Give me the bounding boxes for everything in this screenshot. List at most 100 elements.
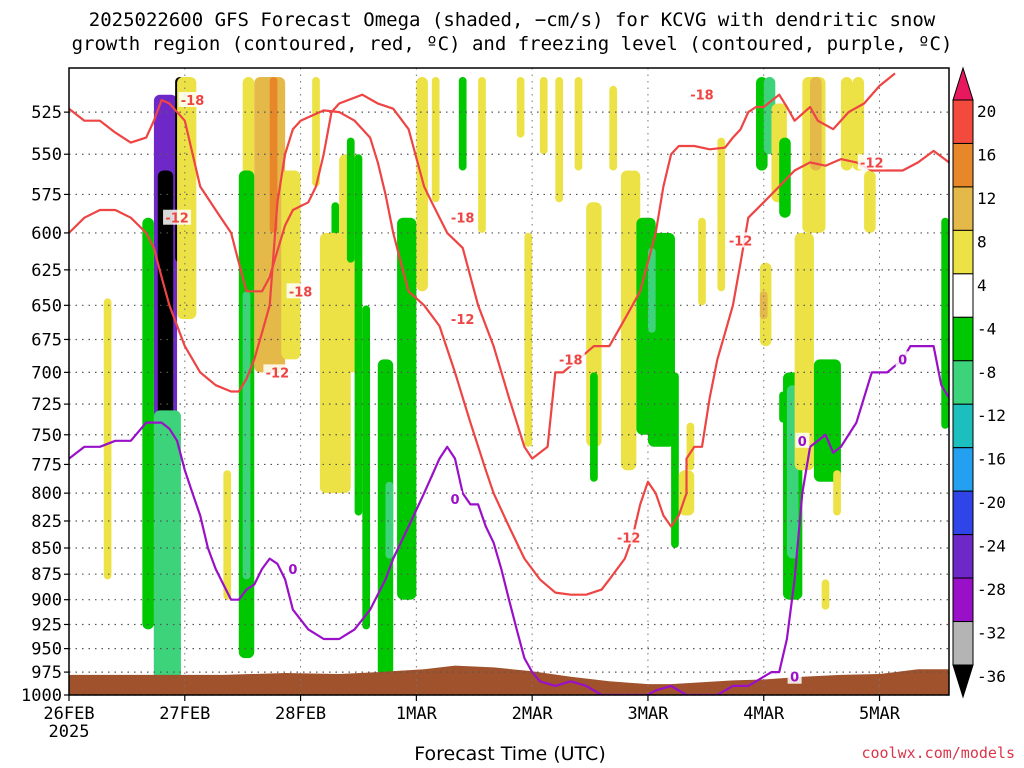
contour-label: -12 (729, 234, 753, 249)
omega-cell (698, 217, 706, 306)
omega-cell (103, 298, 112, 580)
colorbar-label: -8 (977, 363, 996, 382)
omega-cell (385, 481, 394, 559)
omega-cell (362, 305, 371, 630)
omega-cell (840, 77, 853, 171)
colorbar-swatch (952, 447, 974, 492)
omega-cell (647, 247, 656, 333)
y-tick-label: 825 (31, 512, 62, 532)
colorbar-swatch (952, 142, 974, 188)
colorbar-label: -12 (977, 406, 1006, 425)
x-tick-label: 5MAR (859, 704, 901, 724)
x-tick-label: 2MAR (512, 704, 554, 724)
contour-label: -18 (451, 212, 475, 227)
y-tick-label: 525 (31, 103, 62, 123)
omega-cell (852, 77, 865, 171)
contour-label-bg (787, 668, 802, 684)
terrain-fill (69, 665, 949, 695)
colorbar-swatch (952, 316, 974, 362)
omega-cell (397, 217, 417, 600)
colorbar-label: 4 (977, 276, 987, 295)
omega-cell (864, 170, 876, 233)
colorbar-label: -28 (977, 580, 1006, 599)
contour-label-bg (163, 209, 192, 225)
contour-label: -18 (289, 285, 313, 300)
omega-cell (524, 232, 533, 447)
omega-cell (574, 77, 583, 171)
contour-label: -18 (181, 94, 205, 109)
x-tick-label: 28FEB (275, 704, 326, 724)
plot-frame (68, 67, 950, 696)
omega-cell (157, 170, 174, 447)
contour-line (69, 109, 949, 596)
contour-label: 0 (790, 671, 799, 686)
contour-label-bg (795, 432, 810, 448)
omega-cell (821, 579, 830, 610)
chart-title: 2025022600 GFS Forecast Omega (shaded, −… (0, 8, 1024, 56)
colorbar-swatch (952, 403, 974, 449)
contour-label: -12 (860, 156, 884, 171)
colorbar-swatch (952, 99, 974, 144)
omega-cell (779, 137, 791, 218)
omega-cell (590, 372, 598, 482)
omega-cell (555, 77, 564, 203)
colorbar-label: 20 (977, 102, 996, 121)
x-axis: 26FEB 27FEB 28FEB 1MAR 2MAR 3MAR 4MAR 5MAR 2025 (43, 695, 901, 742)
y-tick-label: 775 (31, 455, 62, 475)
x-tick-label: 1MAR (396, 704, 438, 724)
colorbar-top-arrow (952, 66, 974, 101)
contour-label-bg (687, 86, 716, 102)
omega-cell (539, 77, 548, 155)
colorbar-label: -24 (977, 537, 1006, 556)
colorbar-swatch (952, 621, 974, 666)
omega-cell (354, 154, 363, 516)
omega-shading (103, 77, 949, 686)
contour-label-bg (614, 529, 643, 545)
colorbar-bottom-arrow (952, 664, 974, 699)
omega-cell (813, 359, 841, 482)
omega-cell (671, 372, 679, 548)
contour-label: -12 (617, 531, 641, 546)
contour-label: -12 (451, 313, 475, 328)
omega-cell (941, 217, 949, 429)
omega-cell (717, 137, 726, 292)
contour-labels: -18 -12 -18 -12 -18 -12 -18 -12 -18 -12 -12 0 0 0 0 0 (163, 86, 910, 686)
contour-label: 0 (898, 353, 907, 368)
y-axis: 525 550 575 600 625 650 675 700 725 750 775 800 825 8… (21, 103, 69, 706)
contour-label: 0 (450, 493, 459, 508)
colorbar-swatch (952, 490, 974, 536)
y-tick-label: 950 (31, 640, 62, 660)
colorbar-swatch (952, 229, 974, 275)
credit-link[interactable]: coolwx.com/models (861, 744, 1015, 762)
omega-cell (686, 422, 695, 471)
colorbar-label: 12 (977, 189, 996, 208)
contour-label-bg (285, 561, 300, 577)
colorbar-label: -20 (977, 493, 1006, 512)
y-tick-label: 750 (31, 426, 62, 446)
colorbar-label: -32 (977, 624, 1006, 643)
colorbar-swatch (952, 360, 974, 405)
omega-cell (346, 137, 355, 263)
contour-label-bg (447, 490, 462, 506)
omega-cell (431, 77, 440, 203)
contour-label-bg (263, 364, 292, 380)
y-tick-label: 975 (31, 663, 62, 683)
x-tick-label: 26FEB (43, 704, 94, 724)
contour-label-bg (448, 311, 477, 327)
y-tick-label: 900 (31, 591, 62, 611)
contour-label-bg (895, 351, 910, 367)
contour-label-bg (857, 154, 886, 170)
colorbar-swatch (952, 577, 974, 623)
y-tick-label: 575 (31, 185, 62, 205)
contour-label-bg (286, 283, 315, 299)
chart-title-line-2: growth region (contoured, red, ºC) and f… (71, 33, 953, 55)
omega-cell (177, 77, 197, 320)
omega-cell (281, 170, 301, 360)
colorbar-label: -36 (977, 667, 1006, 686)
colorbar-swatch (952, 534, 974, 579)
x-axis-title: Forecast Time (UTC) (414, 743, 606, 765)
contour-label-bg (178, 91, 207, 107)
omega-cell (516, 77, 525, 138)
colorbar-label: -16 (977, 450, 1006, 469)
